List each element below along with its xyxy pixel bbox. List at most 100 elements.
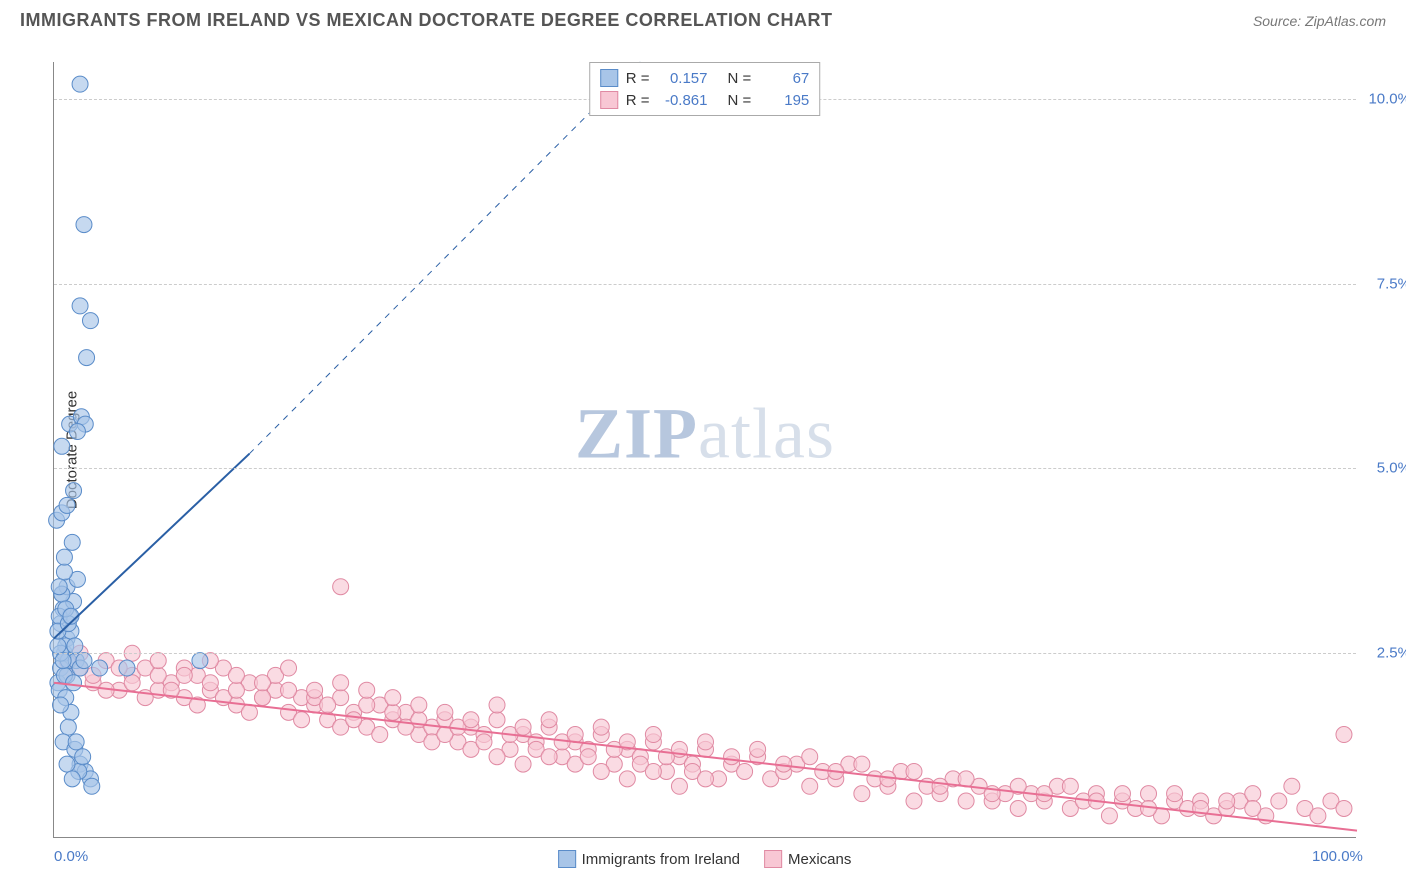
scatter-point-pink	[1336, 727, 1352, 743]
r-label: R =	[626, 92, 650, 109]
y-tick-label: 7.5%	[1377, 275, 1406, 292]
scatter-point-pink	[385, 704, 401, 720]
scatter-point-pink	[515, 756, 531, 772]
scatter-point-pink	[750, 741, 766, 757]
legend-series: Immigrants from Ireland Mexicans	[558, 850, 852, 868]
trend-line-blue-dash	[249, 62, 640, 454]
scatter-point-pink	[1114, 786, 1130, 802]
scatter-point-blue	[79, 350, 95, 366]
scatter-point-pink	[1310, 808, 1326, 824]
scatter-point-pink	[567, 727, 583, 743]
scatter-point-pink	[463, 712, 479, 728]
chart-title: IMMIGRANTS FROM IRELAND VS MEXICAN DOCTO…	[20, 10, 833, 31]
scatter-point-pink	[541, 712, 557, 728]
legend-label-mexicans: Mexicans	[788, 851, 851, 868]
scatter-point-pink	[489, 697, 505, 713]
scatter-point-pink	[333, 675, 349, 691]
legend-correlation: R =0.157N =67R =-0.861N =195	[589, 62, 821, 116]
plot-area: ZIPatlas 2.5%5.0%7.5%10.0%0.0%100.0%	[53, 62, 1356, 838]
r-value: -0.861	[658, 92, 708, 109]
scatter-point-pink	[320, 697, 336, 713]
n-label: N =	[728, 92, 752, 109]
scatter-point-blue	[56, 564, 72, 580]
scatter-point-pink	[254, 690, 270, 706]
scatter-point-pink	[593, 719, 609, 735]
scatter-point-blue	[68, 734, 84, 750]
grid-line	[54, 468, 1356, 469]
scatter-point-blue	[192, 653, 208, 669]
scatter-point-blue	[76, 653, 92, 669]
scatter-point-pink	[411, 697, 427, 713]
scatter-point-pink	[294, 712, 310, 728]
scatter-point-pink	[802, 778, 818, 794]
scatter-point-pink	[228, 667, 244, 683]
scatter-point-blue	[60, 719, 76, 735]
chart-container: Doctorate Degree ZIPatlas 2.5%5.0%7.5%10…	[53, 62, 1356, 838]
legend-swatch	[600, 69, 618, 87]
scatter-point-pink	[906, 763, 922, 779]
scatter-point-pink	[150, 653, 166, 669]
scatter-point-blue	[54, 438, 70, 454]
scatter-point-pink	[254, 675, 270, 691]
scatter-point-pink	[1284, 778, 1300, 794]
scatter-point-blue	[64, 771, 80, 787]
scatter-point-blue	[50, 638, 66, 654]
scatter-point-pink	[932, 778, 948, 794]
n-value: 195	[759, 92, 809, 109]
scatter-point-pink	[176, 667, 192, 683]
scatter-point-blue	[64, 534, 80, 550]
scatter-point-pink	[854, 786, 870, 802]
y-tick-label: 2.5%	[1377, 645, 1406, 662]
scatter-point-pink	[228, 682, 244, 698]
n-value: 67	[759, 70, 809, 87]
scatter-point-blue	[55, 653, 71, 669]
scatter-point-pink	[645, 763, 661, 779]
scatter-point-pink	[202, 675, 218, 691]
scatter-point-pink	[124, 675, 140, 691]
legend-swatch	[600, 91, 618, 109]
scatter-point-pink	[906, 793, 922, 809]
scatter-point-blue	[69, 424, 85, 440]
scatter-point-pink	[489, 712, 505, 728]
scatter-point-pink	[1245, 786, 1261, 802]
scatter-point-pink	[437, 704, 453, 720]
scatter-point-blue	[76, 217, 92, 233]
scatter-point-pink	[645, 727, 661, 743]
scatter-point-pink	[737, 763, 753, 779]
scatter-point-pink	[724, 749, 740, 765]
scatter-point-pink	[698, 771, 714, 787]
trend-line-pink	[54, 683, 1357, 831]
scatter-point-pink	[372, 727, 388, 743]
plot-svg	[54, 62, 1356, 837]
scatter-point-blue	[53, 697, 69, 713]
scatter-point-blue	[59, 756, 75, 772]
x-tick-label: 0.0%	[54, 848, 88, 865]
scatter-point-blue	[59, 497, 75, 513]
grid-line	[54, 653, 1356, 654]
scatter-point-pink	[1062, 778, 1078, 794]
scatter-point-blue	[51, 579, 67, 595]
scatter-point-blue	[66, 675, 82, 691]
chart-header: IMMIGRANTS FROM IRELAND VS MEXICAN DOCTO…	[0, 0, 1406, 36]
scatter-point-pink	[1245, 800, 1261, 816]
scatter-point-pink	[333, 579, 349, 595]
legend-swatch-pink	[764, 850, 782, 868]
legend-item-ireland: Immigrants from Ireland	[558, 850, 740, 868]
r-value: 0.157	[658, 70, 708, 87]
scatter-point-pink	[958, 771, 974, 787]
chart-source: Source: ZipAtlas.com	[1253, 13, 1386, 29]
scatter-point-pink	[1167, 786, 1183, 802]
scatter-point-pink	[346, 712, 362, 728]
legend-item-mexicans: Mexicans	[764, 850, 851, 868]
scatter-point-pink	[580, 749, 596, 765]
trend-line-blue	[54, 454, 249, 639]
scatter-point-pink	[281, 660, 297, 676]
scatter-point-pink	[1101, 808, 1117, 824]
scatter-point-pink	[593, 763, 609, 779]
y-tick-label: 10.0%	[1368, 90, 1406, 107]
scatter-point-pink	[281, 682, 297, 698]
scatter-point-blue	[67, 638, 83, 654]
legend-swatch-blue	[558, 850, 576, 868]
grid-line	[54, 284, 1356, 285]
scatter-point-pink	[698, 734, 714, 750]
